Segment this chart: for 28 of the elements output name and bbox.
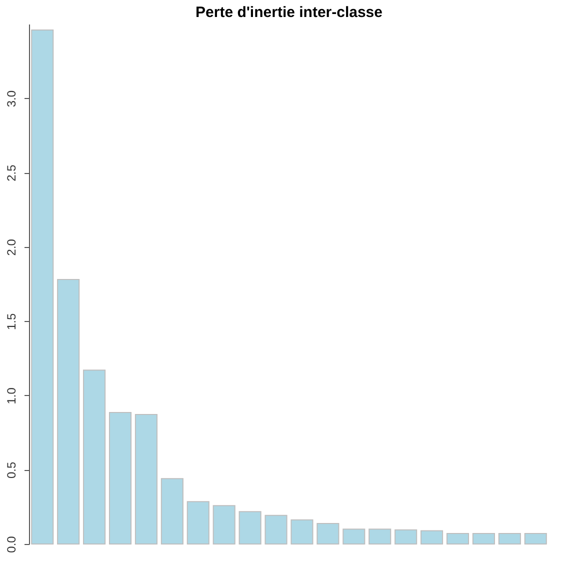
y-tick-label: 2.5: [4, 164, 18, 182]
bar: [472, 532, 495, 544]
bar: [446, 532, 470, 544]
bar: [290, 519, 314, 544]
bar: [186, 501, 210, 544]
y-tick-label: 2.0: [4, 238, 18, 256]
y-tick-label: 1.0: [4, 387, 18, 404]
y-tick-label: 0.5: [4, 462, 18, 479]
bar: [264, 514, 288, 544]
bar: [420, 530, 444, 544]
y-tick-label: 3.0: [4, 90, 18, 108]
bar: [212, 505, 236, 544]
bar: [524, 532, 547, 544]
chart-title: Perte d'inertie inter-classe: [196, 4, 382, 21]
y-tick-label: 1.5: [4, 312, 18, 330]
bar: [31, 29, 54, 544]
bar: [394, 529, 418, 544]
bar: [134, 414, 158, 544]
bar: [238, 511, 262, 544]
bar: [368, 528, 392, 544]
bar: [57, 279, 80, 544]
bar: [108, 412, 132, 544]
bar: [316, 522, 340, 544]
bar: [160, 478, 184, 544]
bar: [498, 532, 521, 544]
bar: [342, 528, 366, 544]
bar: [83, 370, 106, 544]
y-tick-label: 0.0: [4, 536, 18, 553]
